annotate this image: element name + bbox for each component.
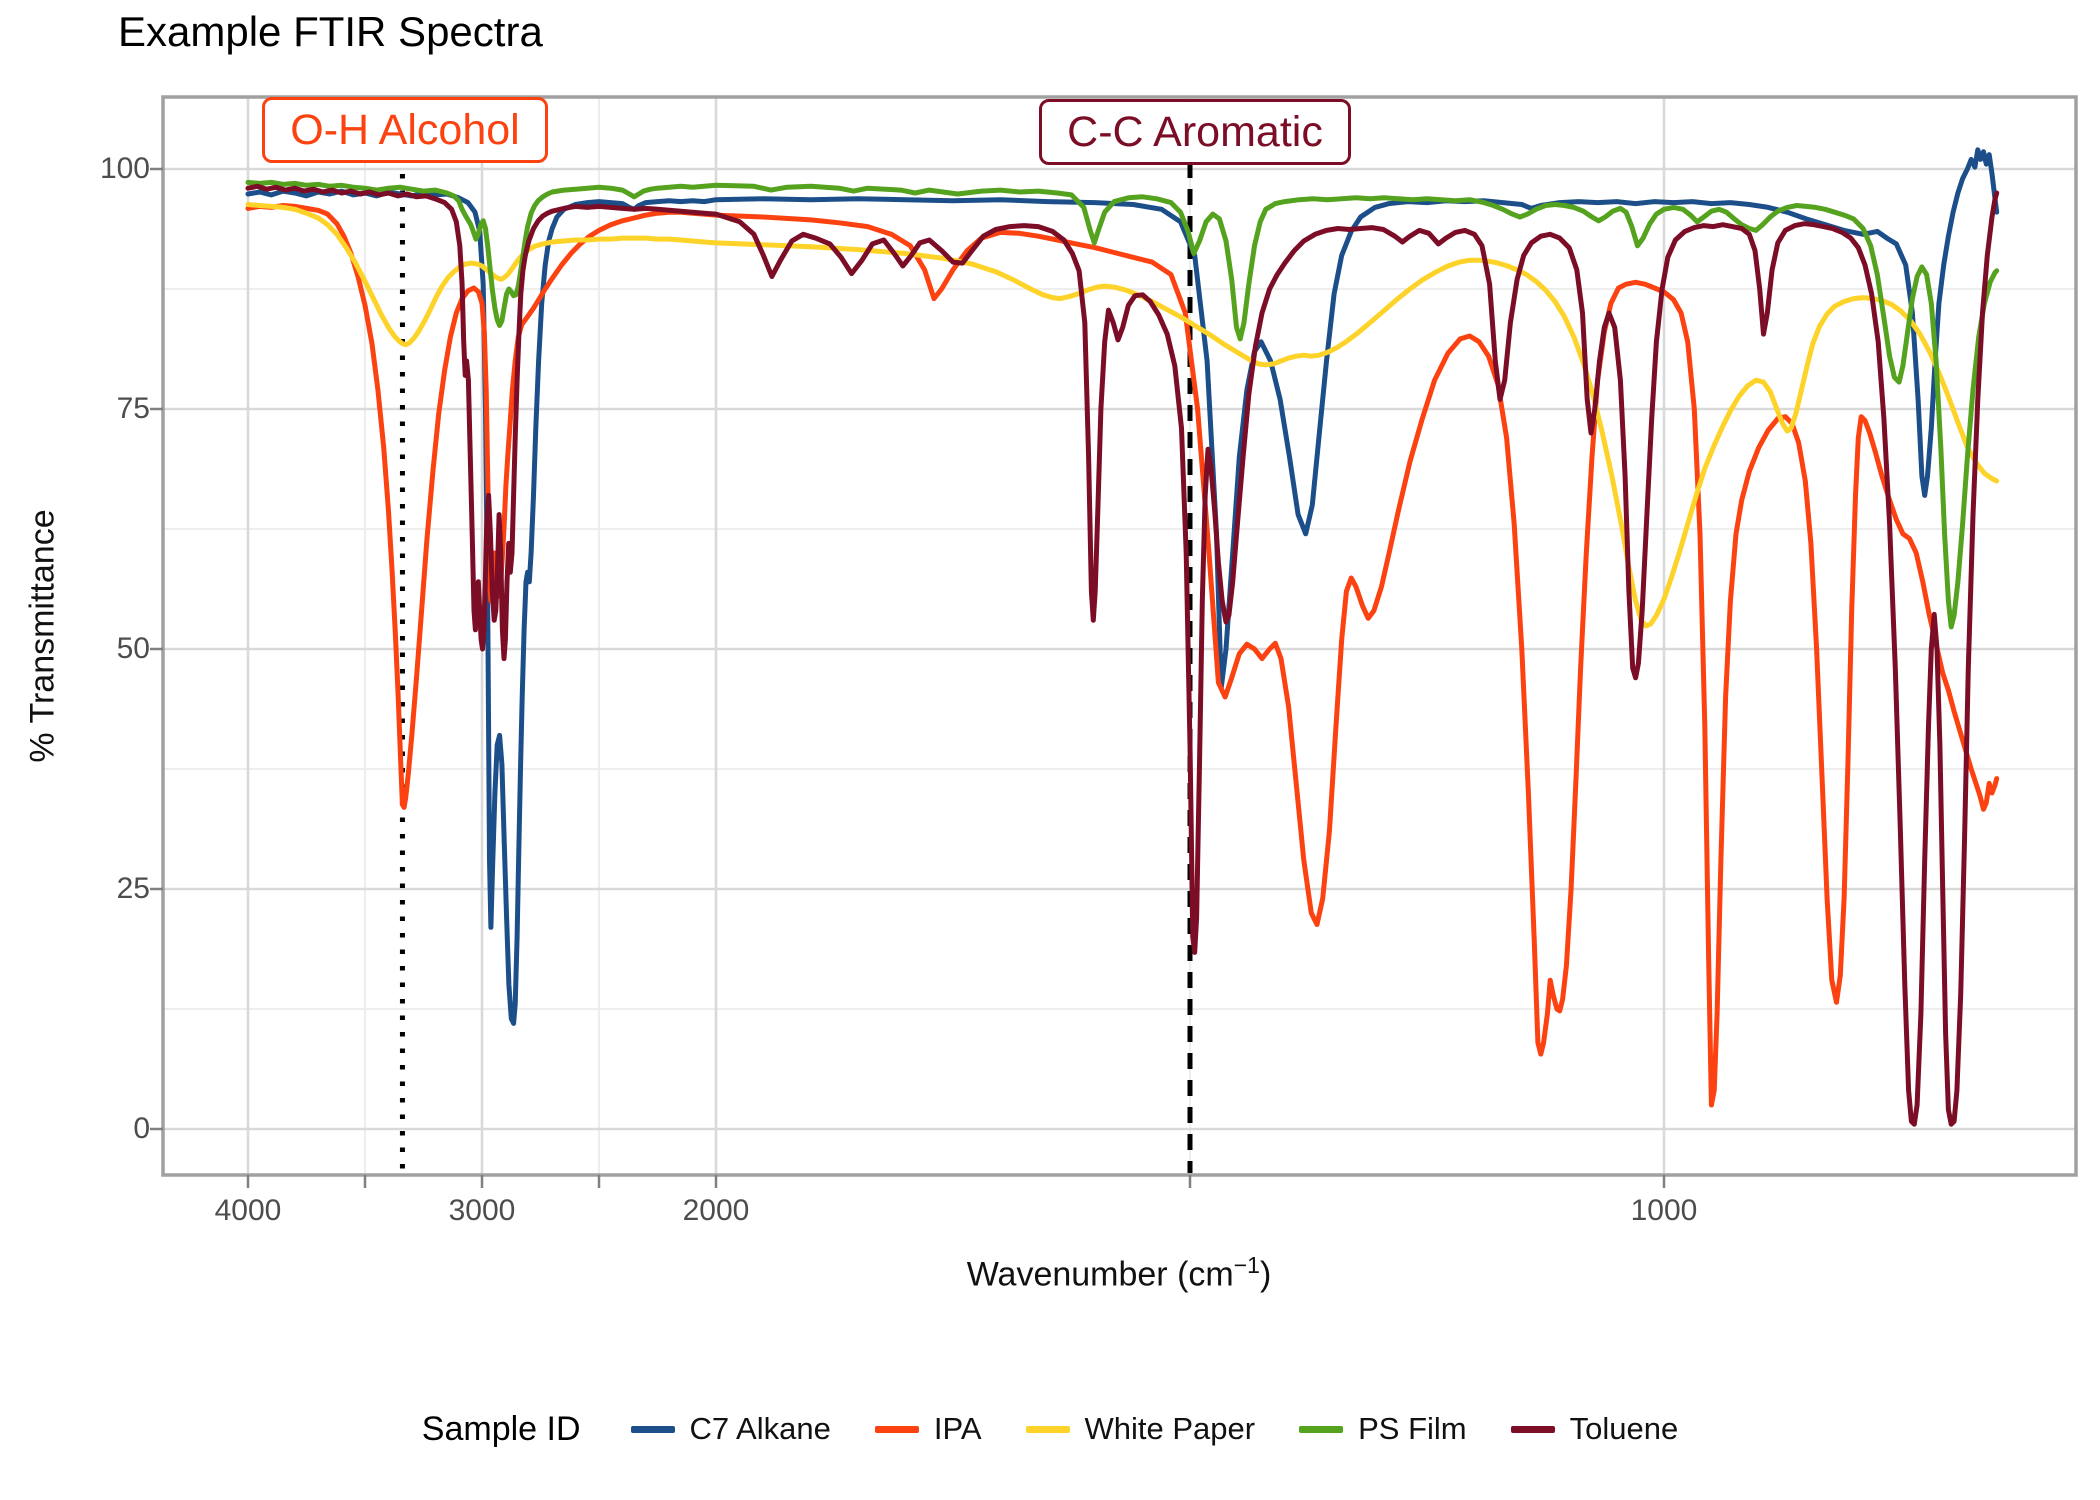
series-line-ps-film: [245, 179, 2000, 630]
series-line-toluene: [245, 183, 2000, 1127]
legend-label: PS Film: [1358, 1411, 1467, 1446]
legend-item-c7-alkane: C7 Alkane: [630, 1411, 831, 1447]
y-tick-label: 50: [116, 632, 150, 665]
y-tick-label: 25: [116, 872, 150, 905]
legend-item-white-paper: White Paper: [1025, 1411, 1256, 1447]
y-tick-label: 0: [133, 1112, 150, 1145]
legend-label: C7 Alkane: [689, 1411, 831, 1446]
legend-label: IPA: [933, 1411, 982, 1446]
legend-item-ps-film: PS Film: [1299, 1411, 1467, 1447]
x-tick-label: 4000: [214, 1194, 282, 1227]
x-axis-title: Wavenumber (cm−1): [967, 1252, 1272, 1294]
series-line-ipa: [245, 203, 2000, 1108]
x-axis-title-post: ): [1259, 1255, 1272, 1294]
annotation-cc-aromatic: C-C Aromatic: [1039, 99, 1351, 165]
legend-title: Sample ID: [421, 1409, 581, 1448]
x-tick-label: 3000: [448, 1194, 516, 1227]
legend-swatch: [1510, 1425, 1555, 1433]
x-tick-label: 2000: [682, 1194, 750, 1227]
legend-label: White Paper: [1084, 1411, 1256, 1446]
x-tick-label: 1000: [1630, 1194, 1698, 1227]
x-axis-title-pre: Wavenumber (cm: [966, 1255, 1234, 1294]
x-axis-title-sup: −1: [1233, 1252, 1260, 1278]
legend-item-toluene: Toluene: [1510, 1411, 1679, 1447]
legend-swatch: [874, 1425, 919, 1433]
chart-title: Example FTIR Spectra: [118, 8, 543, 55]
legend-swatch: [1299, 1425, 1344, 1433]
legend: Sample ID C7 Alkane IPA White Paper PS Film…: [0, 1400, 2100, 1458]
legend-items: C7 Alkane IPA White Paper PS Film Toluene: [630, 1411, 1679, 1447]
y-tick-label: 100: [99, 152, 150, 185]
y-tick-label: 75: [116, 392, 150, 425]
legend-label: Toluene: [1569, 1411, 1679, 1446]
panel-border: [161, 95, 2078, 1177]
legend-swatch: [630, 1425, 675, 1433]
series-line-white-paper: [245, 202, 2000, 629]
y-axis-title: % Transmittance: [23, 509, 62, 763]
legend-swatch: [1025, 1425, 1070, 1433]
annotation-oh-alcohol: O-H Alcohol: [262, 97, 548, 163]
legend-item-ipa: IPA: [874, 1411, 982, 1447]
series-line-c7-alkane: [245, 147, 2000, 1026]
